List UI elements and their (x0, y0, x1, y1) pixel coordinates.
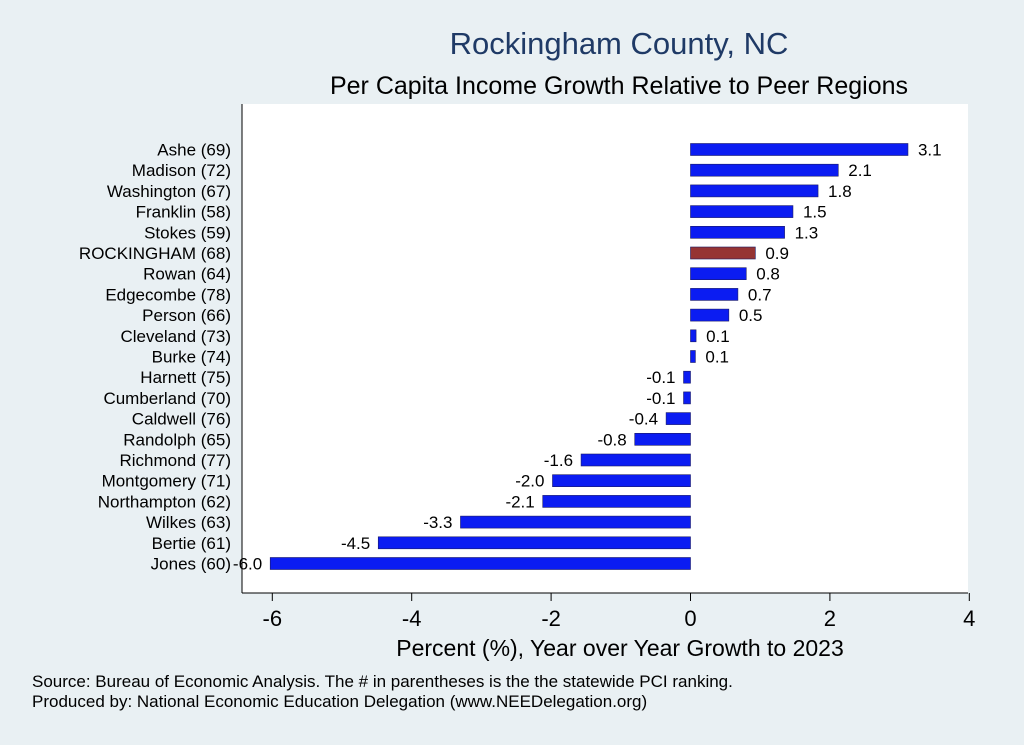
bar (460, 515, 691, 529)
data-label: 1.3 (795, 223, 819, 242)
data-label: -0.8 (597, 430, 626, 449)
data-label: 0.8 (756, 265, 780, 284)
x-tick-label: 0 (684, 606, 696, 631)
bar (269, 557, 691, 570)
bar-highlight (690, 246, 756, 260)
bar (690, 143, 909, 156)
y-tick-label: Cumberland (70) (103, 389, 231, 408)
x-tick-label: -2 (541, 606, 561, 631)
data-label: -0.1 (646, 389, 675, 408)
data-label: 0.1 (706, 327, 730, 346)
bar (634, 432, 691, 446)
bar (690, 163, 839, 177)
y-tick-label: Stokes (59) (144, 223, 231, 242)
y-tick-label: Madison (72) (132, 161, 231, 180)
data-label: -4.5 (341, 534, 370, 553)
y-tick-label: Franklin (58) (136, 203, 231, 222)
y-tick-label: Washington (67) (107, 182, 231, 201)
y-tick-label: Burke (74) (152, 348, 231, 367)
data-label: 1.8 (828, 182, 852, 201)
y-tick-label: Person (66) (142, 306, 231, 325)
source-note: Source: Bureau of Economic Analysis. The… (32, 672, 733, 691)
y-tick-label: Bertie (61) (152, 534, 231, 553)
x-tick-label: 2 (824, 606, 836, 631)
data-label: 1.5 (803, 203, 827, 222)
y-tick-label: Montgomery (71) (102, 472, 231, 491)
x-axis-label: Percent (%), Year over Year Growth to 20… (396, 635, 844, 661)
data-label: -3.3 (423, 513, 452, 532)
data-label: 0.7 (748, 285, 772, 304)
y-tick-label: Caldwell (76) (132, 410, 231, 429)
bar (690, 350, 696, 363)
y-tick-label: Edgecombe (78) (105, 285, 231, 304)
x-tick-label: -6 (263, 606, 283, 631)
bar (690, 288, 739, 301)
bar (665, 412, 691, 425)
data-label: -0.4 (629, 410, 658, 429)
bar (552, 474, 691, 488)
x-tick-label: -4 (402, 606, 422, 631)
data-label: -1.6 (544, 451, 573, 470)
x-tick-label: 4 (963, 606, 975, 631)
data-label: -6.0 (233, 555, 262, 574)
data-label: -2.0 (515, 472, 544, 491)
bar (580, 453, 691, 467)
bar (690, 329, 697, 343)
chart-subtitle: Per Capita Income Growth Relative to Pee… (329, 72, 909, 100)
y-tick-label: Randolph (65) (123, 430, 231, 449)
data-label: 0.1 (705, 348, 729, 367)
bar (690, 226, 785, 239)
data-label: 0.9 (765, 244, 789, 263)
data-label: 0.5 (739, 306, 763, 325)
bar (683, 370, 691, 384)
y-tick-label: Rowan (64) (143, 265, 231, 284)
y-tick-label: Ashe (69) (157, 141, 231, 160)
data-label: -0.1 (646, 368, 675, 387)
data-label: 2.1 (848, 161, 872, 180)
plot-area (242, 104, 968, 593)
data-label: 3.1 (918, 141, 942, 160)
y-tick-label: Jones (60) (151, 555, 231, 574)
bar (690, 184, 819, 198)
bar (683, 391, 691, 405)
y-tick-label: Cleveland (73) (120, 327, 231, 346)
y-tick-label: Northampton (62) (98, 492, 231, 511)
y-tick-label: Wilkes (63) (146, 513, 231, 532)
bar (690, 308, 730, 322)
y-tick-label: Harnett (75) (140, 368, 231, 387)
bar (690, 267, 747, 281)
data-label: -2.1 (505, 492, 534, 511)
chart-title: Rockingham County, NC (449, 26, 789, 61)
y-tick-label: Richmond (77) (120, 451, 232, 470)
bar (377, 536, 691, 550)
bar (542, 495, 691, 508)
produced-by-note: Produced by: National Economic Education… (32, 692, 648, 711)
y-tick-label: ROCKINGHAM (68) (79, 244, 231, 263)
bar (690, 205, 794, 218)
